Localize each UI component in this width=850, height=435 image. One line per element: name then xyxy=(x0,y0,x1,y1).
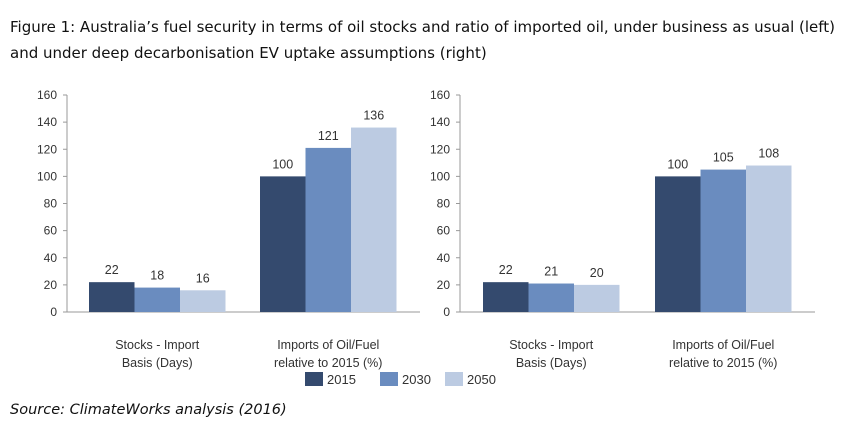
category-label: Stocks - Import xyxy=(509,338,594,352)
y-tick-label: 100 xyxy=(37,169,57,183)
category-label: Imports of Oil/Fuel xyxy=(277,338,379,352)
y-tick-label: 80 xyxy=(44,197,58,211)
legend-label: 2050 xyxy=(467,372,496,387)
legend-swatch-2030 xyxy=(380,372,398,386)
data-label: 22 xyxy=(105,263,119,277)
category-label: Imports of Oil/Fuel xyxy=(672,338,774,352)
data-label: 136 xyxy=(363,109,384,123)
legend-label: 2030 xyxy=(402,372,431,387)
y-tick-label: 0 xyxy=(443,305,450,319)
y-tick-label: 160 xyxy=(37,88,57,102)
bar-2050 xyxy=(180,290,226,312)
legend-swatch-2050 xyxy=(445,372,463,386)
y-tick-label: 80 xyxy=(437,197,451,211)
bar-2030 xyxy=(528,283,574,312)
y-tick-label: 60 xyxy=(437,224,451,238)
bar-2015 xyxy=(260,176,306,312)
category-label: relative to 2015 (%) xyxy=(274,356,382,370)
y-tick-label: 100 xyxy=(430,169,450,183)
y-tick-label: 120 xyxy=(430,142,450,156)
legend-label: 2015 xyxy=(327,372,356,387)
bar-2030 xyxy=(134,287,180,312)
source-note: Source: ClimateWorks analysis (2016) xyxy=(10,402,287,418)
data-label: 100 xyxy=(667,157,688,171)
y-tick-label: 20 xyxy=(437,278,451,292)
y-tick-label: 60 xyxy=(44,224,58,238)
data-label: 16 xyxy=(196,271,210,285)
bar-2015 xyxy=(483,282,529,312)
category-label: Basis (Days) xyxy=(516,356,587,370)
category-label: Basis (Days) xyxy=(122,356,193,370)
bar-2050 xyxy=(574,284,620,312)
data-label: 108 xyxy=(758,147,779,161)
data-label: 18 xyxy=(150,269,164,283)
data-label: 21 xyxy=(544,265,558,279)
category-label: relative to 2015 (%) xyxy=(669,356,777,370)
bar-2050 xyxy=(746,165,792,312)
y-tick-label: 0 xyxy=(50,305,57,319)
bar-2015 xyxy=(89,282,135,312)
data-label: 100 xyxy=(272,157,293,171)
y-tick-label: 140 xyxy=(37,115,57,129)
legend-swatch-2015 xyxy=(305,372,323,386)
y-tick-label: 160 xyxy=(430,88,450,102)
data-label: 121 xyxy=(318,129,339,143)
data-label: 22 xyxy=(499,263,513,277)
bar-2030 xyxy=(305,147,351,312)
figure-title: Figure 1: Australia’s fuel security in t… xyxy=(10,18,836,62)
data-label: 105 xyxy=(713,151,734,165)
bar-2015 xyxy=(655,176,701,312)
y-tick-label: 20 xyxy=(44,278,58,292)
bar-2050 xyxy=(351,127,397,312)
y-tick-label: 140 xyxy=(430,115,450,129)
y-tick-label: 120 xyxy=(37,142,57,156)
data-label: 20 xyxy=(590,266,604,280)
category-label: Stocks - Import xyxy=(115,338,200,352)
y-tick-label: 40 xyxy=(44,251,58,265)
y-tick-label: 40 xyxy=(437,251,451,265)
bar-2030 xyxy=(700,169,746,312)
